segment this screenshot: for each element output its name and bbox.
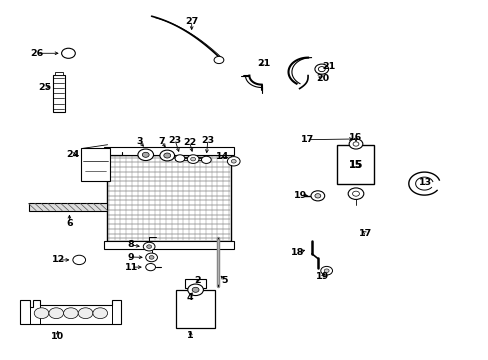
Bar — [29, 203, 106, 211]
Bar — [104, 241, 233, 249]
Circle shape — [73, 255, 85, 265]
Text: 5: 5 — [221, 276, 228, 284]
Circle shape — [49, 308, 63, 319]
Circle shape — [310, 191, 324, 201]
Circle shape — [192, 287, 199, 292]
Text: 25: 25 — [39, 83, 51, 92]
Text: 19: 19 — [315, 272, 329, 281]
Circle shape — [149, 256, 154, 259]
Circle shape — [142, 152, 149, 157]
Circle shape — [314, 64, 328, 74]
Circle shape — [61, 48, 75, 58]
Text: 21: 21 — [321, 62, 335, 71]
Text: 6: 6 — [66, 219, 73, 228]
Text: 16: 16 — [348, 133, 362, 142]
Circle shape — [34, 308, 49, 319]
Text: 15: 15 — [348, 159, 362, 170]
Text: 7: 7 — [158, 137, 164, 146]
Text: 26: 26 — [30, 49, 43, 58]
Circle shape — [231, 159, 236, 163]
Circle shape — [163, 153, 170, 158]
Circle shape — [348, 139, 362, 149]
Circle shape — [145, 264, 155, 271]
Bar — [176, 290, 215, 328]
Text: 4: 4 — [186, 292, 193, 302]
Circle shape — [201, 156, 211, 163]
Bar — [55, 72, 62, 75]
Text: 23: 23 — [201, 136, 214, 145]
Text: 2: 2 — [194, 276, 201, 284]
Circle shape — [320, 266, 332, 275]
Text: 12: 12 — [52, 256, 65, 264]
Circle shape — [214, 57, 224, 64]
Circle shape — [93, 308, 107, 319]
Circle shape — [63, 308, 78, 319]
Text: 18: 18 — [290, 248, 304, 257]
Text: 17: 17 — [358, 229, 372, 238]
Bar — [337, 145, 373, 184]
Circle shape — [138, 149, 153, 161]
Circle shape — [146, 245, 151, 248]
Circle shape — [175, 155, 184, 162]
Circle shape — [318, 67, 325, 72]
Text: 1: 1 — [187, 331, 194, 340]
Circle shape — [187, 284, 203, 296]
Text: 27: 27 — [184, 17, 198, 26]
Text: 19: 19 — [293, 191, 307, 199]
Text: 9: 9 — [127, 253, 134, 261]
Text: 20: 20 — [316, 74, 328, 83]
Text: 24: 24 — [66, 150, 80, 159]
Circle shape — [324, 269, 328, 273]
Text: 17: 17 — [300, 135, 313, 144]
Circle shape — [143, 242, 155, 251]
Text: 8: 8 — [127, 240, 134, 249]
Text: 23: 23 — [168, 136, 181, 145]
Circle shape — [347, 188, 363, 199]
Circle shape — [78, 308, 93, 319]
Circle shape — [160, 150, 174, 161]
Text: 10: 10 — [51, 332, 64, 341]
Text: 15: 15 — [348, 159, 363, 170]
Circle shape — [145, 253, 157, 262]
Text: 13: 13 — [418, 179, 431, 188]
Text: 11: 11 — [124, 263, 138, 272]
Text: 22: 22 — [183, 138, 196, 147]
Bar — [184, 279, 206, 288]
Circle shape — [227, 157, 240, 166]
Bar — [81, 148, 110, 181]
Text: 14: 14 — [215, 152, 229, 161]
Bar — [53, 75, 64, 112]
Bar — [106, 155, 231, 241]
Polygon shape — [20, 300, 121, 324]
Circle shape — [187, 155, 199, 163]
Circle shape — [352, 142, 358, 146]
Bar — [104, 147, 233, 155]
Text: 21: 21 — [257, 59, 270, 68]
Circle shape — [190, 157, 195, 161]
Text: 3: 3 — [136, 137, 142, 146]
Circle shape — [314, 194, 320, 198]
Circle shape — [352, 191, 359, 196]
